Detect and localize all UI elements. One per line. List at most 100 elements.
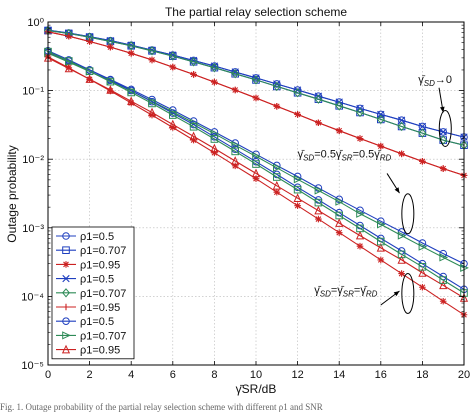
series-5-point (252, 75, 260, 85)
series-1-point (356, 104, 364, 113)
series-6-point (86, 38, 93, 45)
series-5-point (356, 107, 364, 118)
legend-label: ρ1=0.707 (80, 330, 126, 342)
annotation-gamma-sd-zero: γ̄SD→0γ̄SD→0 (418, 74, 452, 88)
y-tick-label: 10⁻² (22, 154, 44, 166)
annotations: γ̄SD→0γ̄SD→0γ̄SD=0.5γ̄SR=0.5γ̄RDγ̄SD=0.5… (298, 74, 452, 315)
x-tick-label: 16 (375, 369, 387, 381)
curve-extra-3-point (439, 297, 447, 305)
series-9-point (397, 255, 406, 264)
series-5-point (314, 94, 323, 104)
curve-extra-3 (44, 53, 468, 319)
annotation-part: SR (341, 154, 352, 163)
legend-swatch-marker (62, 331, 71, 340)
annotation-part: →0 (435, 74, 452, 86)
series-8-point (397, 231, 407, 240)
series-5-point (272, 81, 281, 92)
series-5-point (293, 88, 302, 98)
x-tick-label: 4 (128, 369, 134, 381)
curve-extra-3-point (377, 256, 385, 264)
x-tick-label: 18 (416, 369, 428, 381)
legend-entry: ρ1=0.95 (56, 302, 120, 314)
series-5-point (231, 69, 240, 79)
series-4-point (377, 110, 385, 119)
curve-extra-3-point (127, 99, 135, 107)
annotation-part: γ̄ (418, 74, 426, 86)
x-tick-label: 14 (333, 369, 345, 381)
curve-extra-3-point (148, 111, 156, 119)
series-6-point (419, 158, 426, 165)
annotation-arrow-head (394, 187, 400, 194)
series-6-point (107, 43, 114, 51)
series-9-point (314, 205, 323, 215)
series-6-point (211, 78, 218, 86)
series-8-point (377, 220, 386, 229)
series-6-point (335, 127, 343, 135)
annotation-half-snr: γ̄SD=0.5γ̄SR=0.5γ̄RDγ̄SD=0.5γ̄SR=0.5γ̄RD (298, 149, 392, 163)
chart-title: The partial relay selection scheme (165, 5, 347, 19)
curve-extra-1-line (47, 50, 465, 290)
annotation-part: =0.5γ̄ (314, 149, 343, 161)
legend-label: ρ1=0.95 (80, 259, 120, 271)
series-5-point (376, 114, 385, 125)
curve-extra-3-point (294, 202, 301, 209)
series-8-point (293, 175, 303, 184)
series-9-point (355, 230, 365, 240)
series-8-point (418, 242, 428, 251)
series-6-point (398, 150, 405, 158)
y-tick-label: 10⁻⁴ (21, 291, 44, 303)
curve-extra-2-point (314, 198, 323, 207)
legend-label: ρ1=0.5 (80, 274, 114, 286)
annotation-arrow-head (439, 106, 445, 113)
series-8-point (335, 197, 345, 206)
curve-extra-3-point (231, 162, 239, 170)
curve-extra-3-point (398, 270, 405, 277)
curve-extra-3-point (273, 188, 281, 196)
curve-extra-2-point (293, 185, 302, 194)
figure-caption: Fig. 1. Outage probability of the partia… (0, 402, 323, 412)
curve-extra-2-point (127, 88, 136, 97)
legend-swatch-marker (62, 288, 70, 298)
curve-extra-3-point (169, 124, 177, 131)
series-5-point (418, 128, 427, 138)
series-9-point (293, 193, 302, 203)
series-9-point (335, 218, 344, 227)
annotation-part: SD (320, 290, 331, 299)
curve-extra-2-point (65, 57, 73, 65)
annotation-part: SR (343, 290, 354, 299)
annotation-part: RD (366, 290, 378, 299)
legend-label: ρ1=0.95 (80, 302, 120, 314)
series-5-line (47, 30, 465, 146)
y-tick-label: 10⁰ (27, 17, 44, 29)
series-8-point (273, 163, 282, 172)
annotation-ellipse (401, 193, 415, 235)
series-8-point (231, 141, 241, 150)
curve-extra-2-point (210, 135, 219, 143)
legend-entry: ρ1=0.95 (56, 345, 120, 357)
x-tick-label: 20 (458, 369, 470, 381)
x-tick-label: 12 (291, 369, 303, 381)
annotation-part: =γ̄ (354, 285, 368, 297)
legend-entry: ρ1=0.707 (56, 245, 126, 257)
annotation-part: SD (303, 154, 314, 163)
annotation-part: RD (380, 154, 392, 163)
y-tick-label: 10⁻³ (22, 223, 44, 235)
annotation-part: =γ̄ (331, 285, 345, 297)
legend-entry: ρ1=0.707 (56, 330, 126, 342)
series-8-line (47, 52, 465, 269)
series-5-point (127, 41, 136, 51)
series-6-point (148, 56, 156, 64)
series-6-point (190, 71, 197, 78)
curve-extra-3-point (356, 242, 364, 250)
curve-extra-2-point (377, 237, 385, 246)
legend-swatch-marker (62, 303, 70, 311)
chart-svg: The partial relay selection scheme 0 2 4 6 8… (5, 5, 470, 396)
series-6-point (231, 86, 239, 94)
curve-extra-2-point (335, 211, 343, 220)
series-5-point (210, 62, 219, 73)
x-tick-label: 8 (211, 369, 217, 381)
series-6-point (294, 111, 301, 118)
curve-extra-2-point (148, 99, 156, 108)
series-9-point (418, 268, 427, 277)
